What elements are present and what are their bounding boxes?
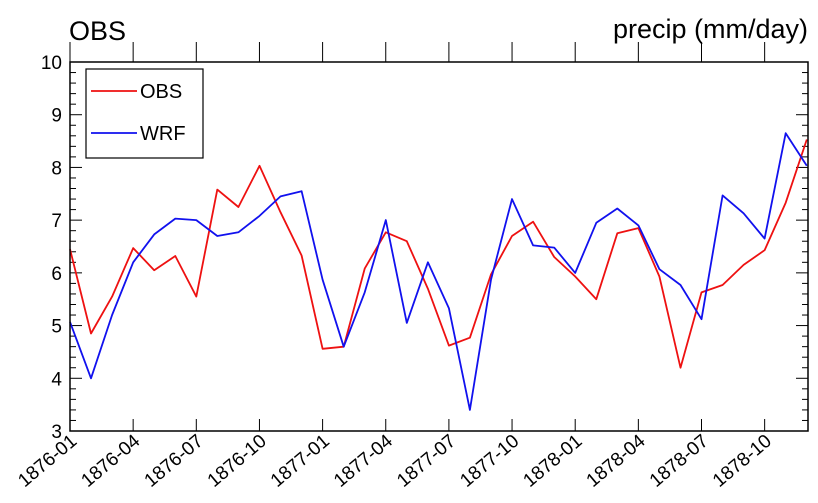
chart-title-left: OBS	[69, 16, 126, 46]
x-tick-label: 1878-04	[583, 430, 650, 491]
series-line-wrf	[69, 132, 808, 411]
series-lines	[69, 132, 808, 411]
x-tick-label: 1878-01	[519, 431, 586, 492]
series-line-obs	[69, 139, 808, 369]
x-tick-label: 1876-01	[14, 431, 81, 492]
x-tick-label: 1877-10	[456, 431, 523, 492]
y-tick-label: 9	[51, 106, 62, 127]
x-tick-label: 1876-07	[141, 431, 208, 492]
y-tick-label: 6	[51, 264, 62, 285]
x-tick-label: 1876-10	[204, 431, 271, 492]
legend-box	[85, 68, 204, 159]
legend-label-wrf: WRF	[140, 123, 186, 145]
x-tick-label: 1878-10	[709, 431, 776, 492]
x-tick-label: 1877-07	[393, 431, 460, 492]
y-tick-label: 8	[51, 158, 62, 179]
x-tick-label: 1876-04	[77, 430, 144, 491]
x-tick-label: 1877-04	[330, 430, 397, 491]
x-tick-label: 1877-01	[267, 431, 334, 492]
y-tick-label: 3	[51, 422, 62, 443]
chart-title-right: precip (mm/day)	[613, 14, 808, 44]
y-tick-label: 10	[41, 53, 62, 74]
legend-label-obs: OBS	[140, 81, 182, 103]
y-tick-label: 5	[51, 317, 62, 338]
y-tick-label: 7	[51, 211, 62, 232]
x-tick-label: 1878-07	[646, 431, 713, 492]
legend: OBS WRF	[85, 68, 204, 159]
plot-frame	[69, 61, 809, 432]
y-tick-label: 4	[51, 369, 62, 390]
